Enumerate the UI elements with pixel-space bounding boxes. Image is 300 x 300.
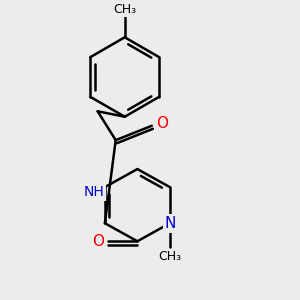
Text: CH₃: CH₃ xyxy=(113,3,136,16)
Text: O: O xyxy=(92,234,104,249)
Text: CH₃: CH₃ xyxy=(158,250,182,263)
Text: N: N xyxy=(165,216,176,231)
Text: NH: NH xyxy=(84,185,104,199)
Text: O: O xyxy=(156,116,168,131)
